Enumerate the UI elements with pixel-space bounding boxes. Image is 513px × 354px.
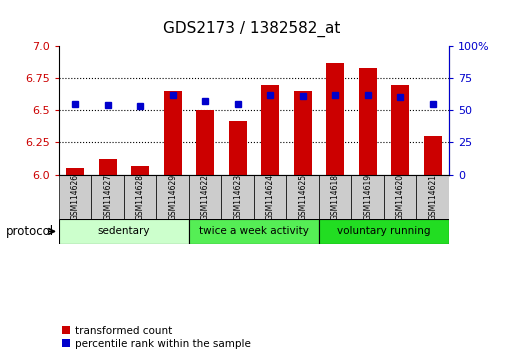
- Bar: [351, 175, 384, 218]
- Bar: [254, 175, 286, 218]
- Bar: [319, 175, 351, 218]
- Bar: [99, 159, 116, 175]
- Bar: [286, 175, 319, 218]
- Text: GDS2173 / 1382582_at: GDS2173 / 1382582_at: [163, 21, 340, 37]
- Bar: [294, 91, 311, 175]
- Bar: [424, 136, 442, 175]
- Bar: [196, 110, 214, 175]
- Bar: [229, 121, 247, 175]
- Bar: [417, 175, 449, 218]
- Bar: [164, 91, 182, 175]
- Bar: [326, 63, 344, 175]
- Text: twice a week activity: twice a week activity: [199, 227, 309, 236]
- Text: GSM114618: GSM114618: [331, 173, 340, 219]
- Bar: [222, 175, 254, 218]
- Bar: [384, 175, 417, 218]
- Text: GSM114624: GSM114624: [266, 173, 274, 219]
- Bar: [59, 218, 189, 244]
- Bar: [156, 175, 189, 218]
- Bar: [359, 68, 377, 175]
- Text: GSM114627: GSM114627: [103, 173, 112, 219]
- Bar: [189, 218, 319, 244]
- Text: voluntary running: voluntary running: [337, 227, 430, 236]
- Bar: [261, 85, 279, 175]
- Bar: [59, 175, 91, 218]
- Text: GSM114620: GSM114620: [396, 173, 405, 219]
- Bar: [131, 166, 149, 175]
- Bar: [319, 218, 449, 244]
- Legend: transformed count, percentile rank within the sample: transformed count, percentile rank withi…: [62, 326, 251, 349]
- Bar: [391, 85, 409, 175]
- Text: GSM114622: GSM114622: [201, 173, 210, 219]
- Text: GSM114619: GSM114619: [363, 173, 372, 219]
- Bar: [91, 175, 124, 218]
- Text: protocol: protocol: [6, 225, 54, 238]
- Text: GSM114629: GSM114629: [168, 173, 177, 219]
- Bar: [189, 175, 222, 218]
- Text: sedentary: sedentary: [97, 227, 150, 236]
- Bar: [124, 175, 156, 218]
- Text: GSM114621: GSM114621: [428, 173, 437, 219]
- Text: GSM114626: GSM114626: [71, 173, 80, 219]
- Bar: [66, 168, 84, 175]
- Text: GSM114623: GSM114623: [233, 173, 242, 219]
- Text: GSM114628: GSM114628: [136, 173, 145, 219]
- Text: GSM114625: GSM114625: [298, 173, 307, 219]
